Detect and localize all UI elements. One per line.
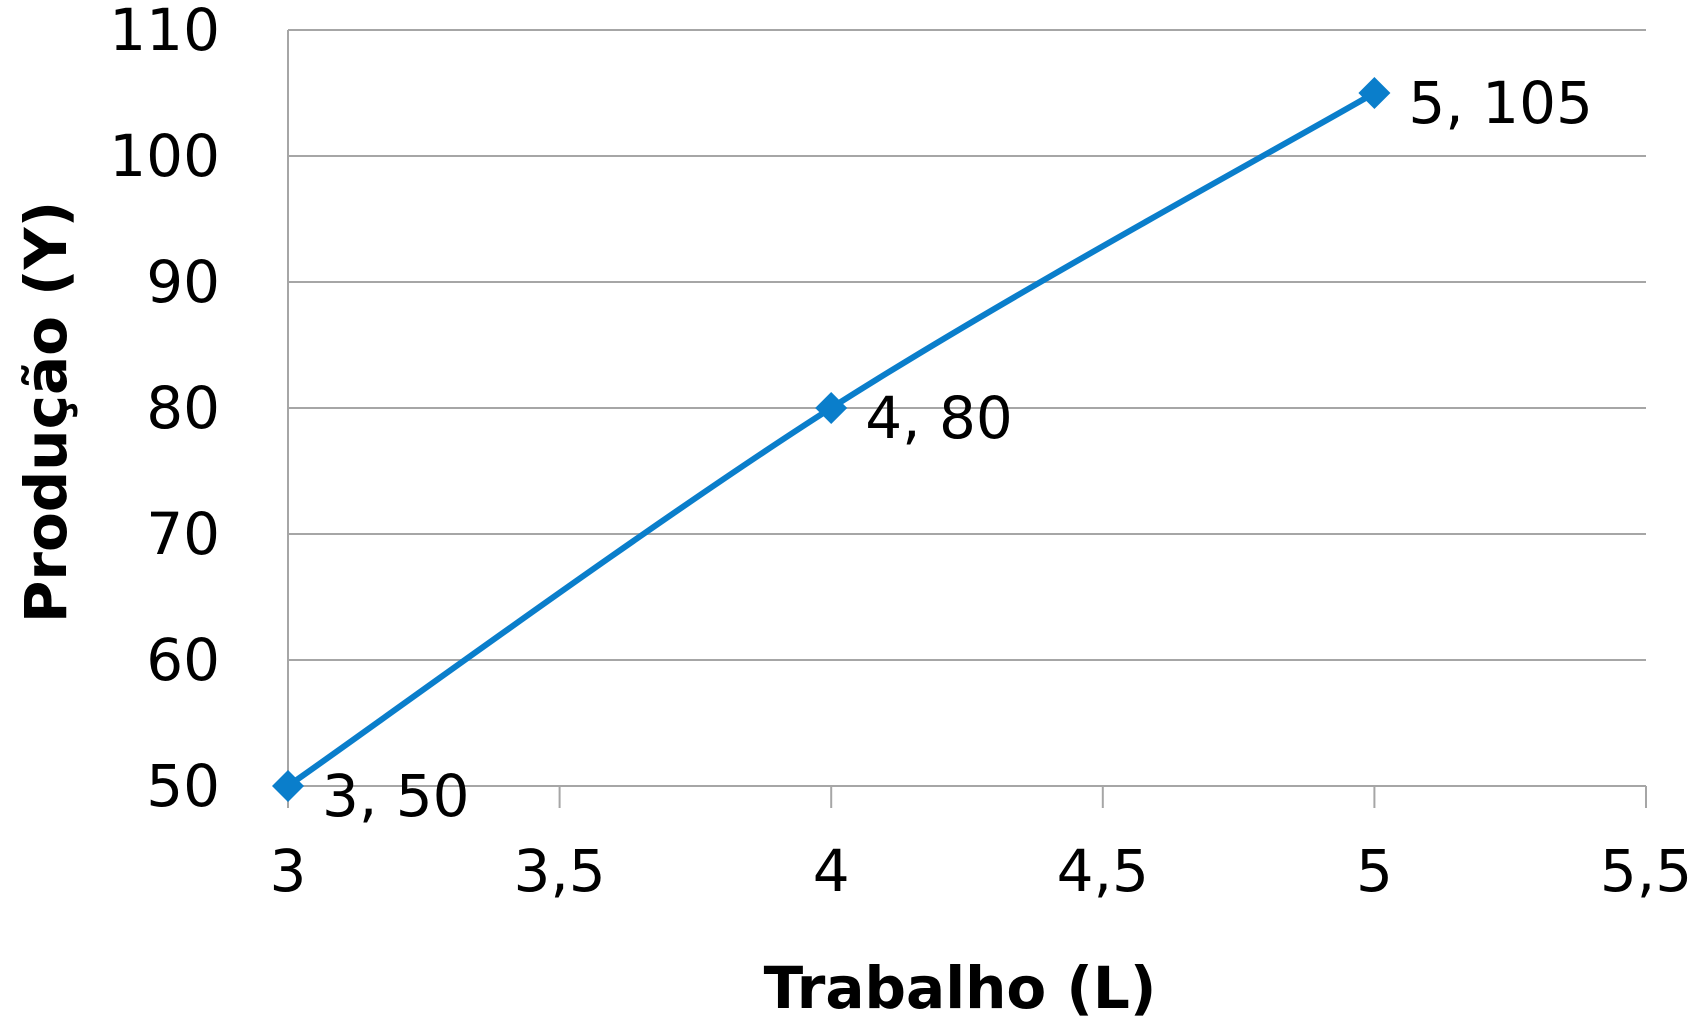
series-line: [285, 90, 1378, 789]
data-label: 3, 50: [322, 762, 470, 830]
label-layer: 50 60 70 80 90 100 110 3 3,5 4 4,5 5 5,5 3, 50 4, 80 5,…: [109, 0, 1692, 905]
y-tick-label: 110: [109, 0, 220, 64]
data-point-marker: [272, 770, 304, 802]
x-tick-label: 3: [270, 837, 307, 905]
y-tick-label: 50: [146, 752, 220, 820]
y-tick-label: 100: [109, 122, 220, 190]
y-tick-label: 80: [146, 374, 220, 442]
x-tick-label: 3,5: [513, 837, 605, 905]
data-label: 4, 80: [865, 384, 1013, 452]
y-tick-label: 70: [146, 500, 220, 568]
x-tick-label: 4,5: [1057, 837, 1149, 905]
x-tick-label: 5: [1356, 837, 1393, 905]
data-point-marker: [815, 392, 848, 424]
data-point-marker: [1358, 77, 1391, 109]
axis-layer: [287, 30, 1647, 808]
y-tick-label: 90: [146, 248, 220, 316]
x-axis-title: Trabalho (L): [764, 954, 1157, 1018]
series-layer: [272, 77, 1391, 802]
data-label: 5, 105: [1408, 69, 1592, 137]
grid-layer: [288, 29, 1646, 661]
y-axis-title: Produção (Y): [12, 201, 80, 623]
x-tick-label: 4: [813, 837, 850, 905]
x-tick-label: 5,5: [1600, 837, 1692, 905]
y-tick-label: 60: [146, 626, 220, 694]
